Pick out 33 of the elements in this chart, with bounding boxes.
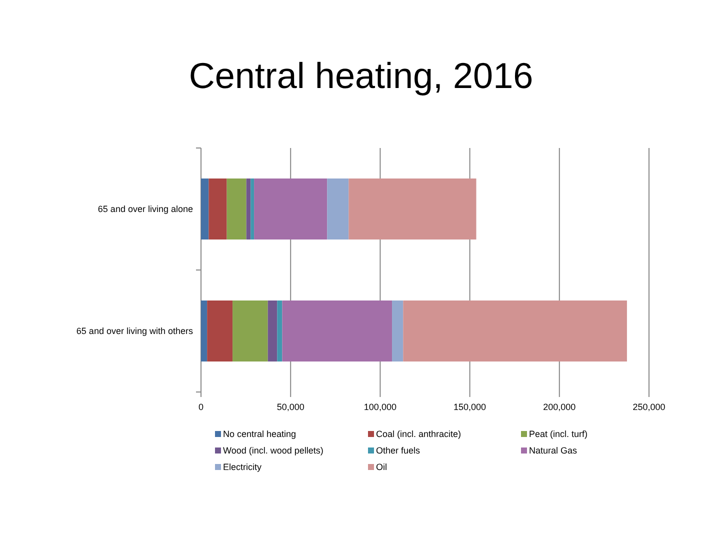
legend-label: No central heating: [223, 429, 296, 439]
bar: [250, 178, 254, 240]
legend-label: Coal (incl. anthracite): [376, 429, 462, 439]
bar: [268, 300, 278, 362]
x-tick-label: 0: [198, 402, 204, 412]
bar: [201, 300, 208, 362]
bar: [208, 178, 227, 240]
bar: [246, 178, 251, 240]
chart-title: Central heating, 2016: [188, 55, 534, 96]
bar: [254, 178, 328, 240]
bar: [348, 178, 476, 240]
legend-label: Peat (incl. turf): [529, 429, 588, 439]
bar: [282, 300, 392, 362]
x-tick-label: 50,000: [276, 402, 304, 412]
y-tick-label: 65 and over living alone: [98, 204, 193, 214]
x-tick-label: 250,000: [632, 402, 666, 412]
bar: [207, 300, 233, 362]
legend-label: Wood (incl. wood pellets): [223, 446, 324, 456]
legend-label: Other fuels: [376, 446, 421, 456]
bar: [277, 300, 282, 362]
bar: [232, 300, 268, 362]
legend-label: Natural Gas: [529, 446, 578, 456]
y-tick-label: 65 and over living with others: [76, 326, 194, 336]
legend-label: Electricity: [223, 462, 262, 472]
legend-label: Oil: [376, 462, 387, 472]
x-tick-label: 100,000: [364, 402, 396, 412]
bar: [226, 178, 246, 240]
bar: [392, 300, 404, 362]
x-tick-label: 200,000: [543, 402, 576, 412]
bar: [403, 300, 627, 362]
x-tick-label: 150,000: [454, 402, 486, 412]
bar: [327, 178, 349, 240]
bar: [201, 178, 209, 240]
